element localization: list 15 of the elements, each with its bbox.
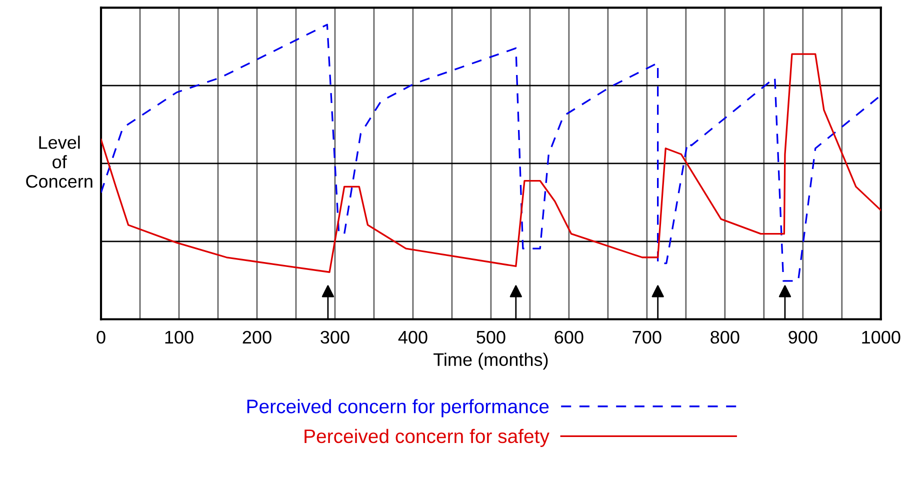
text: Perceived concern for safety [304,428,550,447]
x-axis-title: Time (months) [434,352,548,370]
x-tick-label: 800 [710,330,740,344]
x-tick-label: 400 [398,330,428,344]
x-tick-label: 900 [788,330,818,344]
y-axis-title: Level of Concern [26,136,92,188]
x-tick-label: 100 [165,330,194,344]
x-tick-label: 300 [320,330,350,344]
x-tick-label: 700 [632,330,662,344]
x-tick-label: 500 [476,330,506,344]
text: Perceived concern for performance [247,399,549,418]
x-tick-label: 200 [242,330,272,344]
x-tick-label: 1000 [862,330,900,344]
x-tick-label: 0 [96,330,106,344]
x-tick-label: 600 [554,330,584,344]
